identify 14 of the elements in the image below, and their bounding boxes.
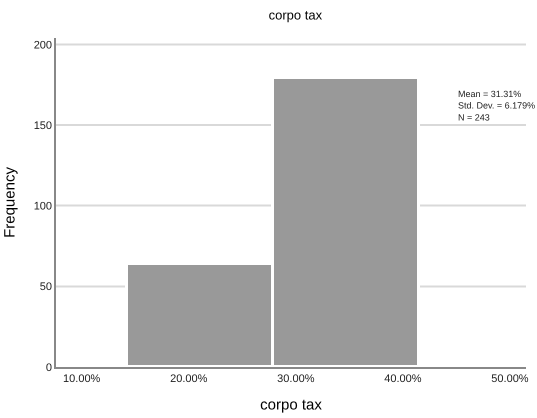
y-tick-label: 50 (40, 281, 52, 294)
x-tick-label: 40.00% (384, 372, 422, 385)
y-axis-title: Frequency (1, 166, 18, 238)
y-tick-label: 150 (34, 120, 52, 132)
chart-title: corpo tax (268, 8, 323, 23)
annotation: Mean = 31.31% Std. Dev. = 6.179% N = 243 (458, 89, 536, 122)
x-tick-label: 20.00% (170, 372, 208, 385)
y-tick-label: 200 (34, 39, 52, 52)
y-tick-label: 0 (46, 362, 52, 374)
x-axis-title: corpo tax (260, 396, 322, 414)
x-tick-label: 50.00% (491, 372, 529, 385)
x-tick-label: 10.00% (63, 372, 101, 385)
y-tick-label: 100 (34, 200, 52, 213)
x-tick-label: 30.00% (277, 372, 315, 385)
